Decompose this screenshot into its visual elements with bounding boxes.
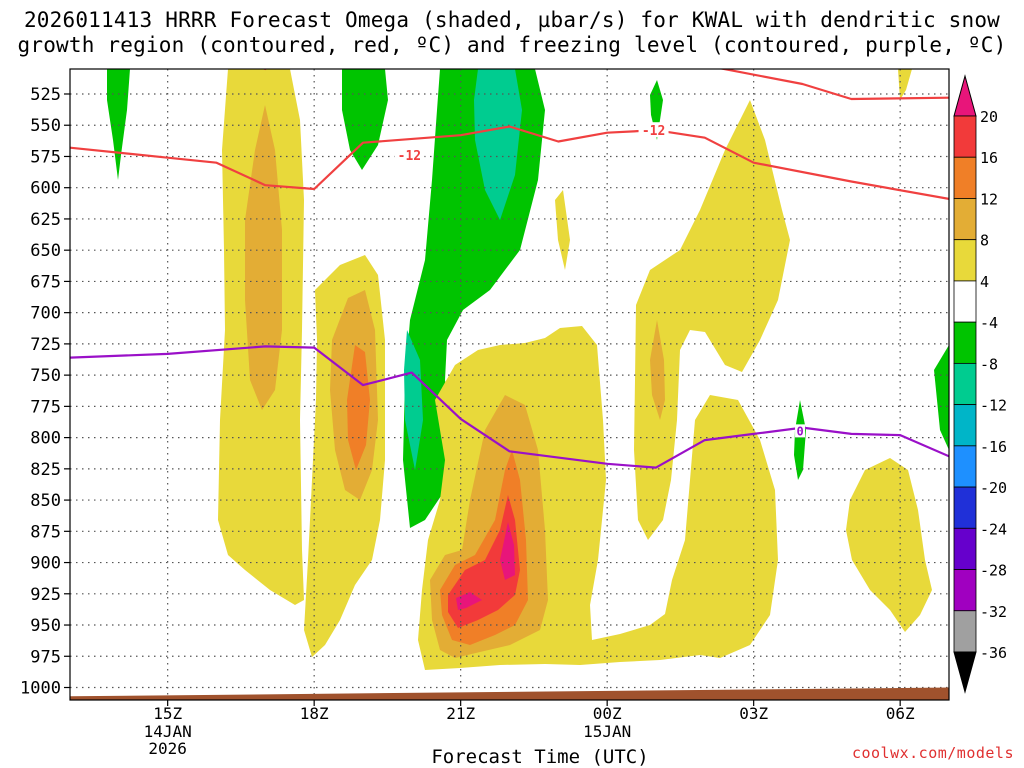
colorbar-label: 12 — [980, 190, 998, 208]
colorbar-label: -32 — [980, 603, 1007, 621]
isotherm-minus12-line — [718, 69, 949, 101]
omega-pos-area — [634, 100, 790, 540]
omega-field — [107, 69, 949, 670]
contour-label-background — [795, 424, 806, 438]
colorbar-segment — [953, 445, 977, 488]
colorbar-label: -24 — [980, 520, 1007, 538]
contour-label: -12 — [398, 149, 421, 164]
chart-title-line-2: growth region (contoured, red, ºC) and f… — [17, 33, 1007, 57]
colorbar-label: -36 — [980, 644, 1007, 662]
y-tick-label: 925 — [30, 585, 61, 605]
colorbar-segment — [953, 74, 977, 117]
omega-pos-area — [500, 522, 515, 580]
y-tick-label: 725 — [30, 335, 61, 355]
x-axis-label: Forecast Time (UTC) — [431, 746, 649, 768]
omega-neg-area — [934, 345, 949, 450]
y-tick-label: 875 — [30, 522, 61, 542]
y-tick-label: 800 — [30, 429, 61, 449]
omega-pos-area — [846, 458, 932, 632]
colorbar-label: 20 — [980, 108, 998, 126]
colorbar-segment — [953, 569, 977, 612]
y-tick-label: 900 — [30, 554, 61, 574]
y-tick-label: 675 — [30, 272, 61, 292]
x-tick-label: 18Z — [300, 704, 329, 723]
colorbar-segment — [953, 651, 977, 694]
y-tick-label: 700 — [30, 304, 61, 324]
x-tick-label: 21Z — [446, 704, 475, 723]
colorbar-segment — [953, 527, 977, 570]
gridlines — [70, 69, 949, 700]
x-tick-label: 00Z — [593, 704, 622, 723]
omega-neg-area — [474, 69, 522, 220]
colorbar-label: -12 — [980, 397, 1007, 415]
x-tick-label: 06Z — [886, 704, 915, 723]
colorbar-segment — [953, 239, 977, 282]
x-tick-date-label: 2026 — [148, 739, 187, 758]
y-tick-label: 975 — [30, 647, 61, 667]
omega-pos-area — [456, 592, 482, 610]
colorbar-label: 4 — [980, 273, 989, 291]
plot-frame — [69, 68, 950, 701]
colorbar: 20 16 12 8 4 -4 -8 -12 -16 -20 -24 -28 -32 -36 — [953, 74, 1007, 694]
colorbar-segment — [953, 610, 977, 653]
colorbar-segment — [953, 280, 977, 323]
omega-pos-area — [898, 69, 912, 100]
y-tick-label: 550 — [30, 116, 61, 136]
y-tick-label: 600 — [30, 179, 61, 199]
colorbar-label: -4 — [980, 314, 998, 332]
omega-pos-area — [650, 320, 665, 420]
x-tick-date-label: 14JAN — [144, 722, 192, 741]
colorbar-label: -20 — [980, 479, 1007, 497]
y-tick-label: 750 — [30, 366, 61, 386]
omega-neg-area — [107, 69, 130, 180]
x-tick-label: 03Z — [739, 704, 768, 723]
y-tick-label: 525 — [30, 85, 61, 105]
omega-neg-area — [650, 80, 663, 140]
isotherm-minus12-line — [262, 69, 268, 71]
x-tick-date-label: 15JAN — [583, 722, 631, 741]
chart-title-line-1: 2026011413 HRRR Forecast Omega (shaded, … — [23, 8, 1001, 32]
colorbar-segment — [953, 404, 977, 447]
y-tick-label: 775 — [30, 397, 61, 417]
contour-lines: -12 -12 0 — [70, 69, 949, 469]
colorbar-segment — [953, 115, 977, 158]
ground-surface — [70, 687, 949, 700]
contour-label: 0 — [796, 424, 803, 438]
y-tick-label: 575 — [30, 147, 61, 167]
y-tick-label: 850 — [30, 491, 61, 511]
contour-label-background — [638, 122, 669, 138]
y-tick-label: 825 — [30, 460, 61, 480]
x-tick-label: 15Z — [153, 704, 182, 723]
contour-label: -12 — [642, 124, 665, 139]
contour-label-background — [394, 147, 425, 163]
colorbar-segment — [953, 156, 977, 199]
source-credit: coolwx.com/models — [851, 744, 1014, 762]
y-axis: 525 550 575 600 625 650 675 700 725 750 775 800 825 8… — [20, 85, 70, 699]
colorbar-label: -16 — [980, 438, 1007, 456]
colorbar-segment — [953, 486, 977, 529]
ground-layer — [70, 687, 949, 700]
y-tick-label: 650 — [30, 241, 61, 261]
freezing-level-line — [70, 345, 949, 469]
y-tick-label: 1000 — [20, 679, 61, 699]
colorbar-segment — [953, 198, 977, 241]
omega-neg-area — [794, 400, 806, 480]
y-tick-label: 625 — [30, 210, 61, 230]
y-tick-label: 950 — [30, 616, 61, 636]
colorbar-label: -8 — [980, 355, 998, 373]
colorbar-label: 8 — [980, 232, 989, 250]
colorbar-label: 16 — [980, 149, 998, 167]
omega-pos-area — [555, 190, 570, 270]
omega-neg-area — [404, 330, 423, 470]
colorbar-label: -28 — [980, 562, 1007, 580]
isotherm-minus12-line — [70, 125, 949, 200]
colorbar-segment — [953, 321, 977, 364]
colorbar-segment — [953, 362, 977, 406]
